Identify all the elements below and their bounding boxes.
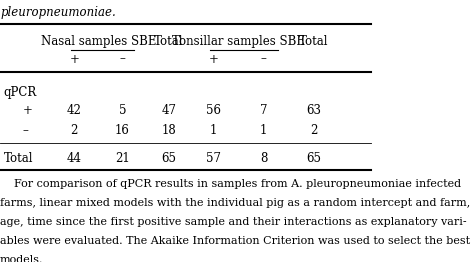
Text: Tonsillar samples SBE: Tonsillar samples SBE <box>172 35 305 48</box>
Text: 2: 2 <box>310 124 317 138</box>
Text: 1: 1 <box>210 124 217 138</box>
Text: qPCR: qPCR <box>4 86 37 99</box>
Text: 56: 56 <box>206 104 221 117</box>
Text: 21: 21 <box>115 152 130 165</box>
Text: Total: Total <box>299 35 328 48</box>
Text: –: – <box>119 53 126 66</box>
Text: 8: 8 <box>260 152 267 165</box>
Text: +: + <box>209 53 219 66</box>
Text: 42: 42 <box>67 104 82 117</box>
Text: –: – <box>261 53 266 66</box>
Text: pleuropneumoniae.: pleuropneumoniae. <box>0 6 116 19</box>
Text: Total: Total <box>4 152 33 165</box>
Text: 7: 7 <box>260 104 267 117</box>
Text: 2: 2 <box>71 124 78 138</box>
Text: –: – <box>22 124 28 138</box>
Text: Total: Total <box>154 35 183 48</box>
Text: Nasal samples SBE: Nasal samples SBE <box>41 35 156 48</box>
Text: 63: 63 <box>306 104 321 117</box>
Text: +: + <box>22 104 32 117</box>
Text: 47: 47 <box>161 104 176 117</box>
Text: 18: 18 <box>162 124 176 138</box>
Text: models.: models. <box>0 255 44 262</box>
Text: ables were evaluated. The Akaike Information Criterion was used to select the be: ables were evaluated. The Akaike Informa… <box>0 236 470 246</box>
Text: For comparison of qPCR results in samples from A. pleuropneumoniae infected: For comparison of qPCR results in sample… <box>0 179 461 189</box>
Text: 5: 5 <box>118 104 126 117</box>
Text: 44: 44 <box>67 152 82 165</box>
Text: 16: 16 <box>115 124 130 138</box>
Text: +: + <box>69 53 79 66</box>
Text: 1: 1 <box>260 124 267 138</box>
Text: age, time since the first positive sample and their interactions as explanatory : age, time since the first positive sampl… <box>0 217 466 227</box>
Text: 65: 65 <box>161 152 176 165</box>
Text: 57: 57 <box>206 152 221 165</box>
Text: 65: 65 <box>306 152 321 165</box>
Text: farms, linear mixed models with the individual pig as a random intercept and far: farms, linear mixed models with the indi… <box>0 198 470 208</box>
